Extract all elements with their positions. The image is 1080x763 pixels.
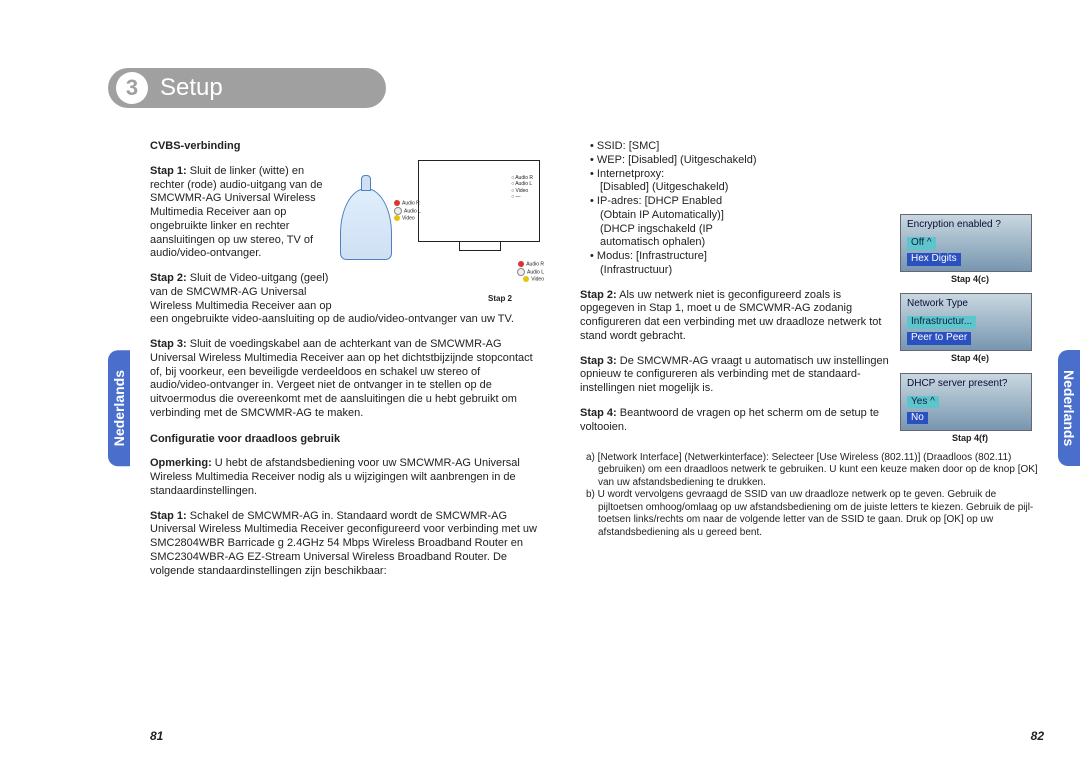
default-settings-list: SSID: [SMC] WEP: [Disabled] (Uitgeschake…	[580, 140, 890, 278]
wireless-step1-para: Stap 1: Schakel de SMCWMR-AG in. Standaa…	[150, 510, 540, 579]
diagram-receiver	[340, 188, 392, 260]
page-number-left: 81	[150, 729, 163, 743]
right-step3: Stap 3: De SMCWMR-AG vraagt u automatisc…	[580, 355, 890, 396]
diagram-rca-labels: Audio R Audio L Video	[394, 200, 421, 223]
caption-4c: Stap 4(c)	[900, 274, 1040, 285]
right-step2: Stap 2: Als uw netwerk niet is geconfigu…	[580, 289, 890, 344]
bullet-ip-4: automatisch ophalen)	[590, 236, 890, 250]
bullet-ssid: SSID: [SMC]	[590, 140, 890, 154]
diagram-caption: Stap 2	[488, 294, 512, 304]
language-tab-left: Nederlands	[108, 350, 130, 466]
screenshot-4f: DHCP server present? Yes ^ No	[900, 373, 1032, 431]
bullet-mode: Modus: [Infrastructure]	[590, 250, 890, 264]
bullet-mode-2: (Infrastructuur)	[590, 264, 890, 278]
diagram-tv-ports: ○ Audio R○ Audio L○ Video○ —	[511, 175, 533, 201]
section-heading-cvbs: CVBS-verbinding	[150, 140, 540, 154]
diagram-tv: ○ Audio R○ Audio L○ Video○ —	[418, 160, 540, 242]
substep-a: a) [Network Interface] (Netwerkinterface…	[580, 452, 1040, 490]
chapter-number: 3	[116, 72, 148, 104]
bullet-ip-2: (Obtain IP Automatically)]	[590, 209, 890, 223]
screenshot-4e: Network Type Infrastructur... Peer to Pe…	[900, 293, 1032, 351]
bullet-proxy: Internetproxy:	[590, 168, 890, 182]
caption-4f: Stap 4(f)	[900, 433, 1040, 444]
page-number-right: 82	[1031, 729, 1044, 743]
diagram-rca-end: Audio R Audio L Video	[517, 261, 544, 284]
step3-para: Stap 3: Sluit de voedingskabel aan de ac…	[150, 338, 540, 421]
page-left: CVBS-verbinding ○ Audio R○ Audio L○ Vide…	[150, 140, 540, 589]
section-heading-wireless: Configuratie voor draadloos gebruik	[150, 433, 540, 447]
caption-4e: Stap 4(e)	[900, 353, 1040, 364]
connection-diagram: ○ Audio R○ Audio L○ Video○ — Audio R Aud…	[340, 160, 540, 300]
bullet-ip-3: (DHCP ingschakeld (IP	[590, 223, 890, 237]
chapter-title: Setup	[160, 74, 223, 102]
screenshot-4c: Encryption enabled ? Off ^ Hex Digits	[900, 214, 1032, 272]
bullet-wep: WEP: [Disabled] (Uitgeschakeld)	[590, 154, 890, 168]
substep-b: b) U wordt vervolgens gevraagd de SSID v…	[580, 489, 1040, 539]
bullet-ip: IP-adres: [DHCP Enabled	[590, 195, 890, 209]
chapter-header: 3 Setup	[108, 68, 386, 108]
note-para: Opmerking: U hebt de afstandsbediening v…	[150, 457, 540, 498]
page-right: SSID: [SMC] WEP: [Disabled] (Uitgeschake…	[580, 140, 1040, 539]
right-step4: Stap 4: Beantwoord de vragen op het sche…	[580, 407, 890, 435]
language-tab-right: Nederlands	[1058, 350, 1080, 466]
bullet-proxy-2: [Disabled] (Uitgeschakeld)	[590, 181, 890, 195]
